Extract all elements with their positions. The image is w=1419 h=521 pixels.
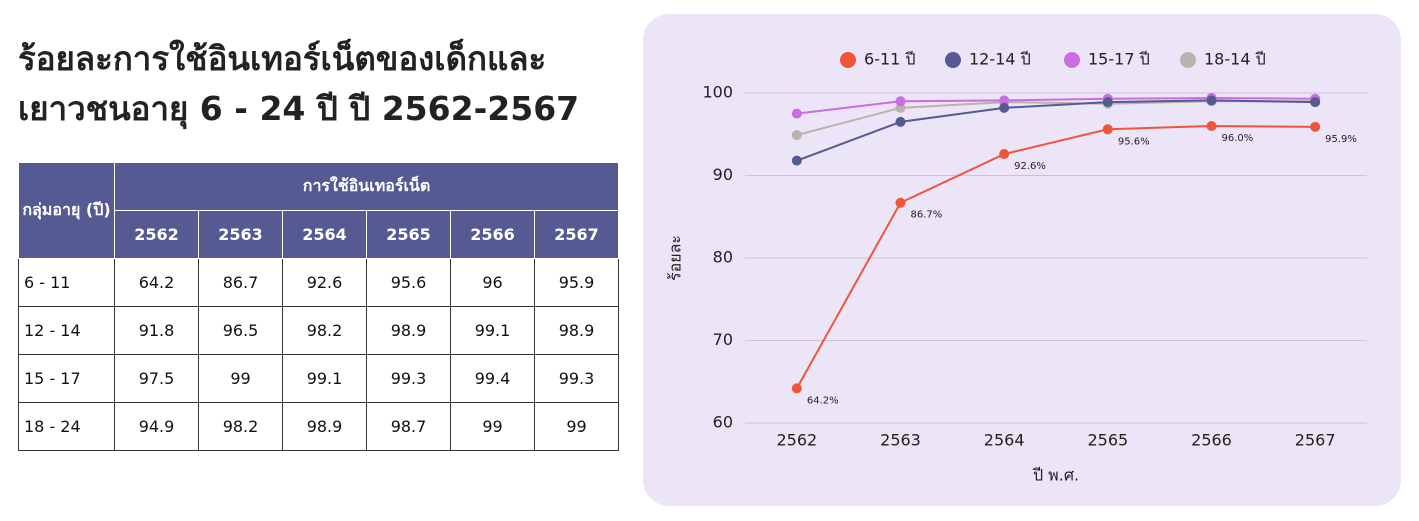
data-point [895,197,906,208]
row-label: 12 - 14 [18,306,115,355]
data-point [999,149,1010,160]
legend-label: 15-17 ปี [1088,50,1150,69]
year-header: 2562 [114,210,199,259]
cell: 97.5 [114,354,199,403]
x-axis-label: ปี พ.ศ. [1033,466,1080,485]
data-label: 64.2% [807,395,839,406]
legend-marker [840,52,856,68]
legend-marker [1180,52,1196,68]
data-point [791,383,802,394]
cell: 94.9 [114,402,199,451]
x-tick-label: 2564 [984,431,1025,450]
data-point [1102,97,1113,108]
data-point [1310,97,1321,108]
series-line [796,96,1316,115]
y-tick-label: 70 [713,330,733,349]
legend-label: 12-14 ปี [969,50,1031,69]
cell: 99 [198,354,283,403]
cell: 99 [534,402,619,451]
year-header: 2565 [366,210,451,259]
x-tick-label: 2563 [880,431,921,450]
legend-marker [945,52,961,68]
cell: 99.1 [282,354,367,403]
row-label: 15 - 17 [18,354,115,403]
title-line: เยาวชนอายุ 6 - 24 ปี ปี 2562-2567 [18,89,580,128]
data-point [895,96,906,107]
data-point [999,102,1010,113]
header-row: 2562 2563 2564 2565 2566 2567 [19,210,619,259]
y-tick-label: 60 [713,413,733,432]
table-row: 18 - 24 94.9 98.2 98.9 98.7 99 99 [18,402,619,451]
data-point [791,108,802,119]
group-header: การใช้อินเทอร์เน็ต [114,162,619,211]
cell: 98.9 [366,306,451,355]
data-label: 95.9% [1325,134,1357,145]
cell: 92.6 [282,258,367,307]
cell: 98.7 [366,402,451,451]
cell: 95.9 [534,258,619,307]
row-label: 6 - 11 [18,258,115,307]
cell: 98.9 [534,306,619,355]
y-tick-label: 100 [702,83,733,102]
table-row: 12 - 14 91.8 96.5 98.2 98.9 99.1 98.9 [18,306,619,355]
data-point [1206,95,1217,106]
cell: 99.1 [450,306,535,355]
y-tick-label: 80 [713,248,733,267]
data-label: 96.0% [1222,133,1254,144]
data-point [791,130,802,141]
data-point [1206,121,1217,131]
series-line [796,99,1316,162]
data-point [791,155,802,166]
data-table: กลุ่มอายุ (ปี) การใช้อินเทอร์เน็ต 2562 2563… [18,162,619,451]
cell: 86.7 [198,258,283,307]
data-point [1310,121,1321,132]
cell: 99 [450,402,535,451]
series-line [796,100,1316,137]
cell: 64.2 [114,258,199,307]
cell: 98.9 [282,402,367,451]
table-row: 6 - 11 64.2 86.7 92.6 95.6 96 95.9 [18,258,619,307]
year-header: 2567 [534,210,619,259]
x-tick-label: 2562 [776,431,817,450]
cell: 99.4 [450,354,535,403]
header-row: กลุ่มอายุ (ปี) การใช้อินเทอร์เน็ต [18,162,619,259]
series-line [795,124,1316,389]
legend-label: 6-11 ปี [864,50,916,69]
data-label: 86.7% [911,210,943,221]
data-point [895,116,906,127]
chart-panel [643,14,1401,506]
year-header: 2566 [450,210,535,259]
x-tick-label: 2565 [1087,431,1128,450]
row-label: 18 - 24 [18,402,115,451]
row-header: กลุ่มอายุ (ปี) [18,162,115,259]
title: ร้อยละการใช้อินเทอร์เน็ตของเด็กและ เยาวช… [18,34,579,134]
year-header: 2564 [282,210,367,259]
data-label: 92.6% [1014,161,1046,172]
data-label: 95.6% [1118,136,1150,147]
x-tick-label: 2567 [1295,431,1336,450]
data-point [1102,124,1113,135]
x-tick-label: 2566 [1191,431,1232,450]
y-axis-label: ร้อยละ [666,235,685,281]
table-row: 15 - 17 97.5 99 99.1 99.3 99.4 99.3 [18,354,619,403]
legend-marker [1064,52,1080,68]
legend-label: 18-14 ปี [1204,50,1266,69]
cell: 98.2 [198,402,283,451]
title-line: ร้อยละการใช้อินเทอร์เน็ตของเด็กและ [18,39,547,78]
data-point [999,95,1010,106]
y-tick-label: 90 [713,165,733,184]
year-header: 2563 [198,210,283,259]
